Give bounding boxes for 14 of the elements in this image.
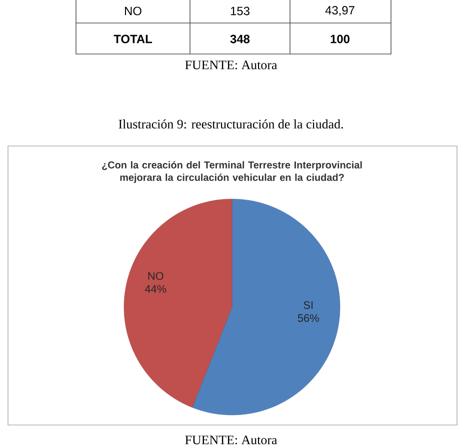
text: TOTAL (114, 34, 152, 44)
chart-title: ¿Con la creación del Terminal Terrestre Interprovincial mejorara la circulación vehicular en la ciudad? (102, 161, 362, 183)
text: NO (125, 6, 142, 16)
source-note: FUENTE: Autora (185, 436, 278, 444)
text: 348 (230, 34, 250, 44)
data-label: 56% (298, 314, 319, 322)
text: 100 (330, 34, 350, 44)
source-note: FUENTE: Autora (185, 60, 278, 70)
text: 153 (230, 6, 250, 16)
text: Ilustración 9: reestructuración de la ciudad. (118, 119, 343, 129)
text: 43,97 (325, 6, 354, 16)
data-label: 44% (144, 285, 166, 293)
slice-label: SI (304, 301, 313, 309)
slice-label: NO (148, 272, 164, 280)
